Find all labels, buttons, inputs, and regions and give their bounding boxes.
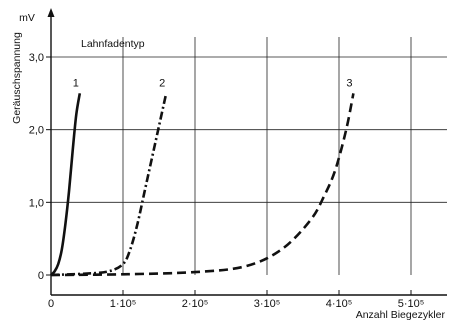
x-tick-label: 3·10⁵ (254, 298, 281, 310)
axes (46, 8, 447, 296)
y-axis-title: Geräuschspannung (11, 32, 23, 124)
x-tick-label: 0 (48, 298, 54, 310)
y-tick-label: 3,0 (29, 52, 44, 64)
series-line-1 (50, 93, 82, 276)
series-lines (50, 93, 355, 277)
series-label-2: 2 (159, 77, 165, 89)
x-tick-label: 2·10⁵ (182, 298, 209, 310)
x-axis-title: Anzahl Biegezykler (356, 309, 446, 321)
x-tick-label: 4·10⁵ (326, 298, 353, 310)
series-line-2 (50, 93, 168, 277)
y-tick-label: 2,0 (29, 125, 44, 137)
y-tick-label: 0 (38, 270, 44, 282)
y-axis-arrow (47, 8, 55, 17)
y-unit-label: mV (19, 12, 35, 24)
y-tick-label: 1,0 (29, 197, 44, 209)
grid (51, 37, 447, 275)
labels: mV Geräuschspannung Lahnfadentyp Anzahl … (11, 12, 446, 321)
legend-title: Lahnfadentyp (81, 38, 145, 50)
series-line-3 (50, 93, 355, 277)
series-label-1: 1 (73, 77, 79, 89)
x-tick-label: 1·10⁵ (110, 298, 137, 310)
x-tick-label: 5·10⁵ (398, 298, 425, 310)
series-label-3: 3 (346, 77, 352, 89)
